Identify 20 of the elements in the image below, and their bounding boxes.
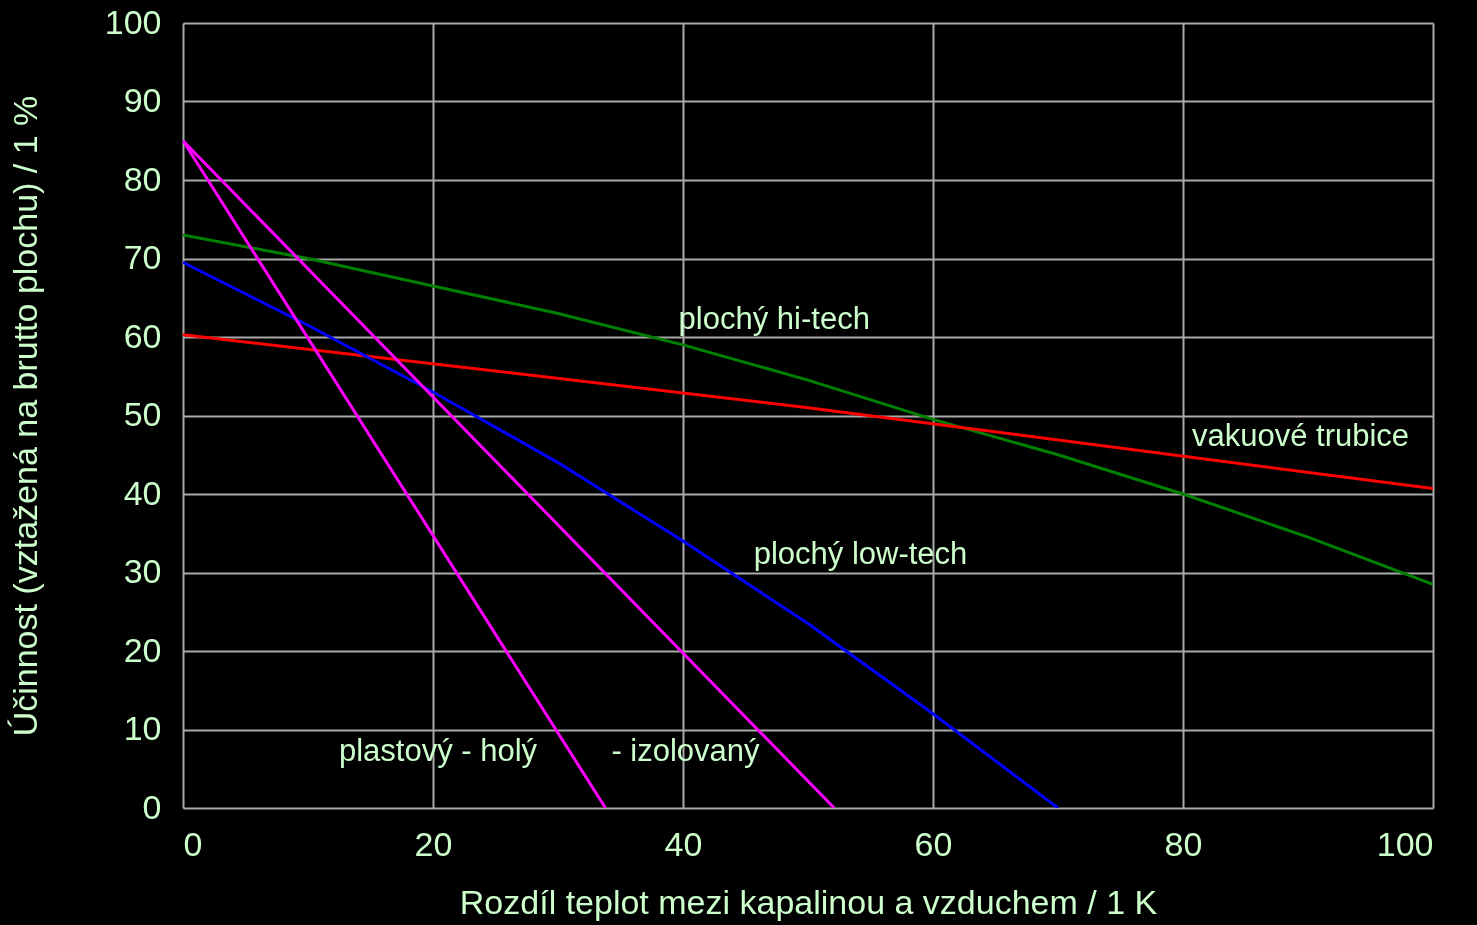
- y-tick-label: 40: [123, 473, 162, 512]
- x-tick-label: 40: [664, 824, 703, 863]
- y-tick-label: 70: [123, 238, 162, 276]
- x-tick-label: 60: [914, 824, 953, 863]
- x-tick-label: 80: [1164, 824, 1203, 863]
- y-tick-label: 0: [142, 787, 162, 826]
- x-tick-label: 20: [414, 824, 453, 863]
- y-tick-label: 60: [123, 316, 162, 355]
- y-tick-label: 20: [123, 630, 162, 669]
- y-axis-title: Účinnost (vztažená na brutto plochu) / 1 %: [5, 95, 44, 737]
- y-tick-label: 50: [123, 395, 162, 433]
- x-axis-title: Rozdíl teplot mezi kapalinou a vzduchem / 1 K: [459, 882, 1158, 921]
- series-label: vakuové trubice: [1191, 417, 1410, 453]
- y-tick-label: 90: [123, 81, 162, 119]
- y-tick-label: 100: [104, 2, 162, 41]
- x-tick-label: 100: [1376, 824, 1434, 863]
- y-tick-label: 30: [123, 552, 162, 590]
- y-tick-label: 80: [123, 159, 162, 198]
- x-tick-label: 0: [183, 824, 203, 863]
- y-tick-label: 10: [123, 709, 162, 747]
